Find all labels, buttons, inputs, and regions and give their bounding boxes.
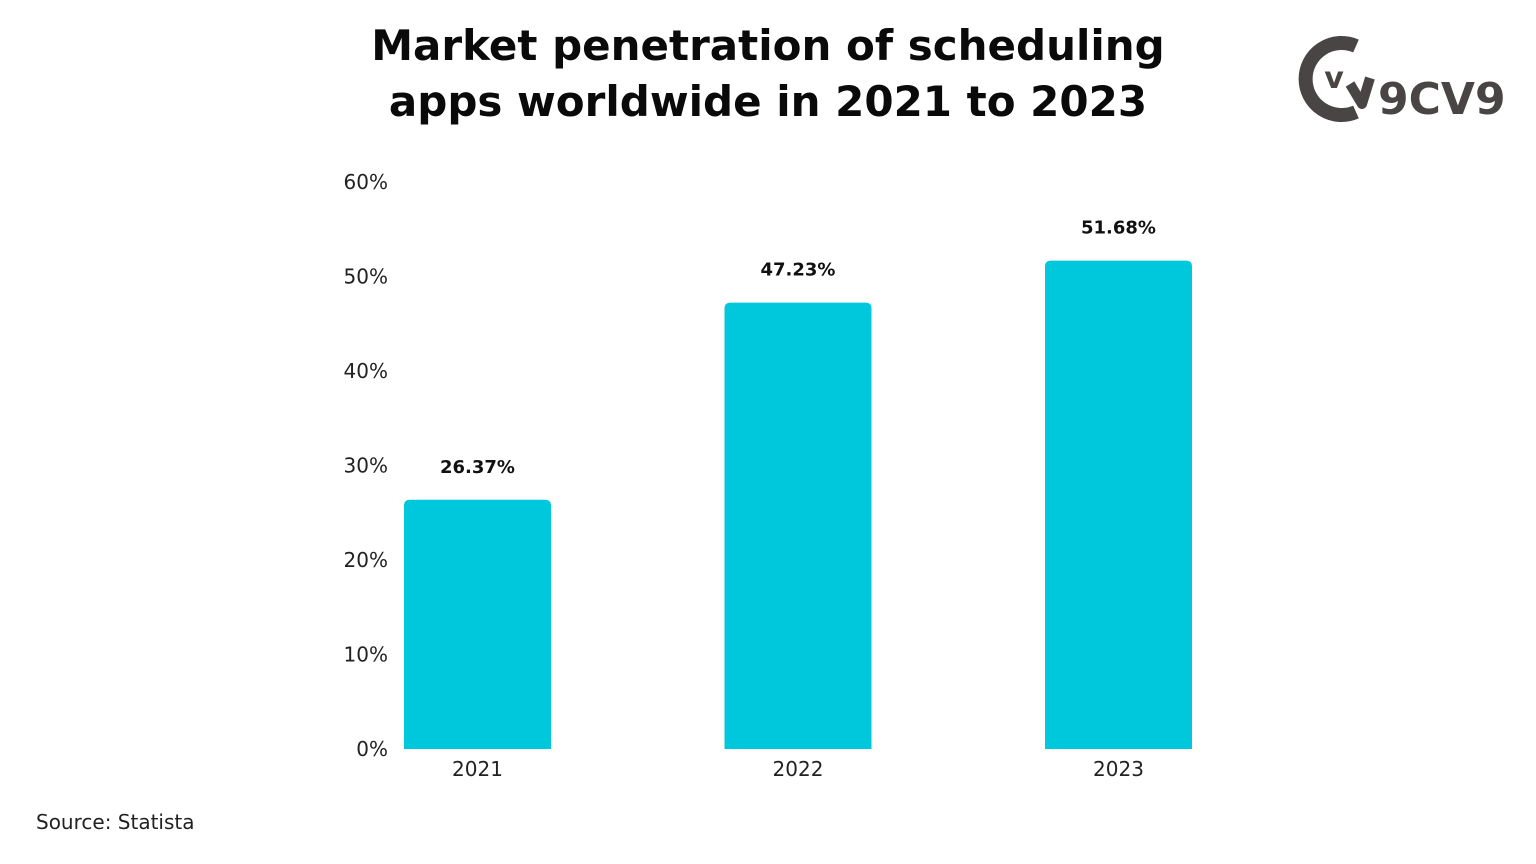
- logo-text: 9CV9: [1378, 74, 1506, 124]
- x-tick-label-2022: 2022: [773, 757, 824, 781]
- logo-mark-letter: v: [1324, 61, 1344, 96]
- x-axis-ticks: 2021 2022 2023: [452, 757, 1144, 781]
- chart-title-line-1: Market penetration of scheduling: [371, 21, 1165, 70]
- value-label-2023: 51.68%: [1081, 218, 1156, 239]
- y-tick-label: 40%: [344, 359, 388, 383]
- logo-ring-icon: [1298, 36, 1359, 122]
- y-tick-label: 0%: [356, 737, 388, 761]
- bar-2021: [404, 499, 551, 749]
- x-tick-label-2021: 2021: [452, 757, 503, 781]
- y-tick-label: 50%: [344, 265, 388, 289]
- value-label-2022: 47.23%: [761, 260, 836, 281]
- logo-check-icon: [1345, 76, 1375, 109]
- y-tick-label: 30%: [344, 454, 388, 478]
- 9cv9-logo-icon: v 9CV9: [1298, 36, 1506, 124]
- bar-2023: [1045, 260, 1192, 749]
- x-tick-label-2023: 2023: [1093, 757, 1144, 781]
- value-labels: 26.37% 47.23% 51.68%: [440, 218, 1156, 478]
- bars: [404, 260, 1192, 749]
- y-axis-ticks: 0% 10% 20% 30% 40% 50% 60%: [344, 170, 388, 761]
- chart-title-line-2: apps worldwide in 2021 to 2023: [388, 77, 1148, 126]
- bar-2022: [724, 302, 872, 749]
- value-label-2021: 26.37%: [440, 457, 515, 478]
- source-note: Source: Statista: [36, 810, 195, 834]
- y-tick-label: 20%: [344, 548, 388, 572]
- y-tick-label: 10%: [344, 643, 388, 667]
- y-tick-label: 60%: [344, 170, 388, 194]
- chart-title: Market penetration of scheduling apps wo…: [268, 18, 1268, 130]
